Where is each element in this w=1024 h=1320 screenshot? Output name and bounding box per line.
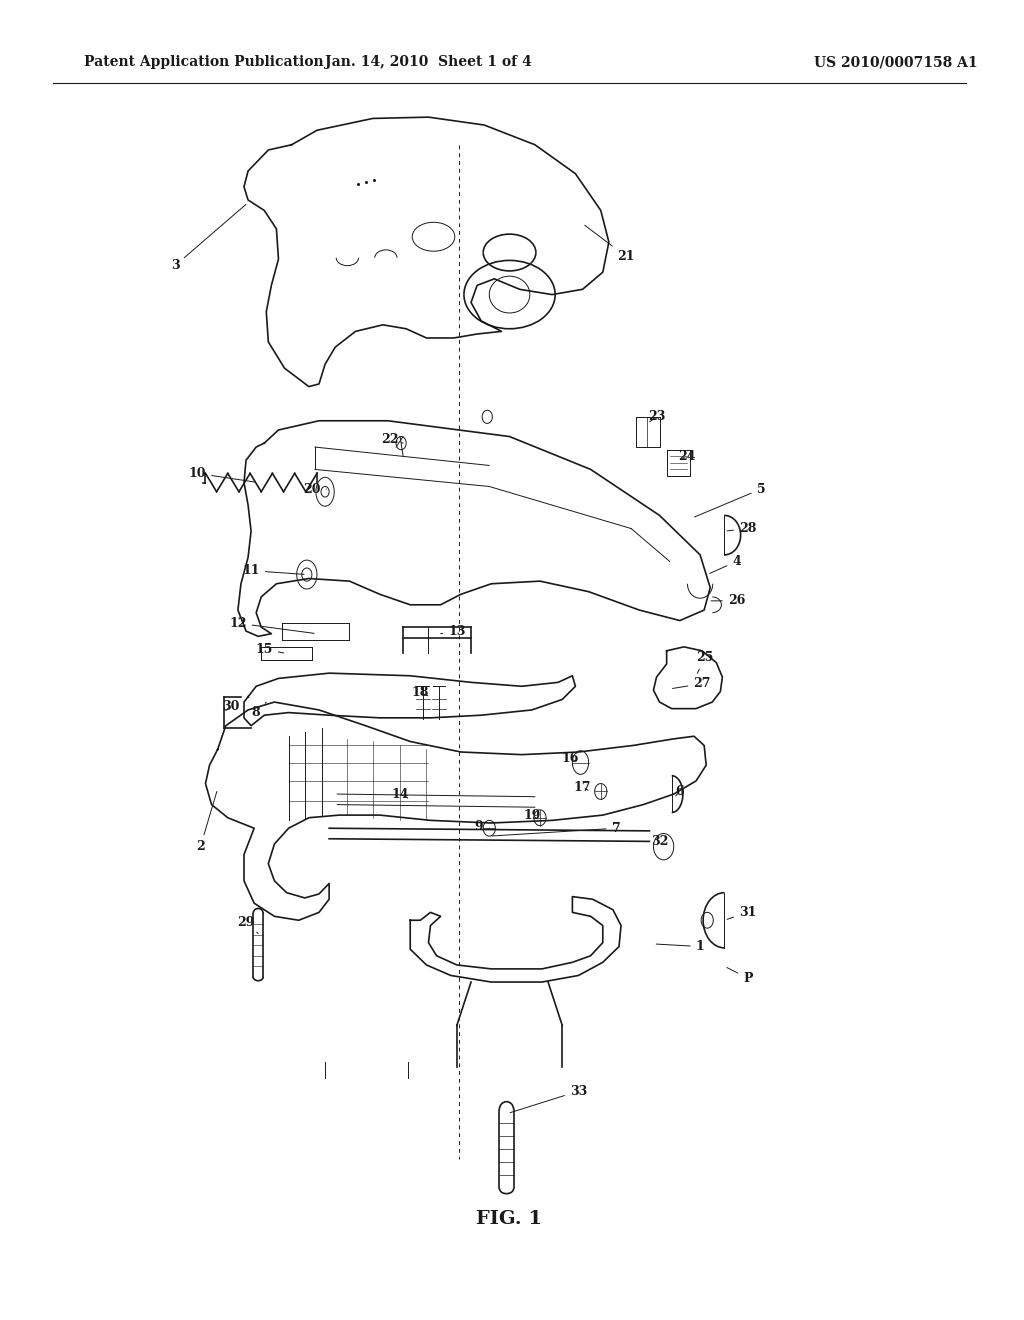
Text: 16: 16 [562, 752, 579, 766]
Text: 15: 15 [256, 643, 284, 656]
Text: 22: 22 [381, 433, 403, 446]
Text: 33: 33 [510, 1085, 587, 1113]
Text: US 2010/0007158 A1: US 2010/0007158 A1 [814, 55, 977, 70]
Text: 1: 1 [656, 940, 705, 953]
Text: 20: 20 [303, 483, 327, 495]
Text: 9: 9 [475, 821, 489, 833]
Text: 10: 10 [188, 467, 255, 482]
Text: 30: 30 [222, 700, 240, 713]
Text: 7: 7 [493, 822, 621, 836]
Text: 12: 12 [229, 616, 314, 634]
Text: 27: 27 [673, 677, 711, 690]
Text: 6: 6 [676, 785, 684, 799]
Text: 5: 5 [694, 483, 765, 517]
Text: 31: 31 [727, 906, 757, 919]
Text: 32: 32 [651, 834, 669, 847]
Text: Patent Application Publication: Patent Application Publication [84, 55, 324, 70]
Text: 18: 18 [412, 686, 429, 700]
Text: 13: 13 [440, 624, 466, 638]
Text: 28: 28 [727, 521, 757, 535]
Text: 19: 19 [523, 809, 541, 821]
Text: 11: 11 [243, 564, 304, 577]
Text: 21: 21 [585, 226, 635, 263]
Text: 23: 23 [648, 411, 666, 424]
Text: 8: 8 [252, 702, 266, 719]
Text: 25: 25 [696, 651, 714, 673]
Text: 3: 3 [171, 205, 246, 272]
Text: P: P [727, 968, 753, 985]
Text: 2: 2 [196, 792, 217, 853]
Text: 14: 14 [391, 788, 409, 800]
Text: FIG. 1: FIG. 1 [476, 1209, 543, 1228]
Text: 4: 4 [710, 554, 741, 573]
Text: 24: 24 [678, 450, 695, 463]
Text: Jan. 14, 2010  Sheet 1 of 4: Jan. 14, 2010 Sheet 1 of 4 [325, 55, 531, 70]
Text: 26: 26 [711, 594, 745, 607]
Text: 17: 17 [573, 781, 591, 795]
Text: 29: 29 [238, 916, 258, 933]
